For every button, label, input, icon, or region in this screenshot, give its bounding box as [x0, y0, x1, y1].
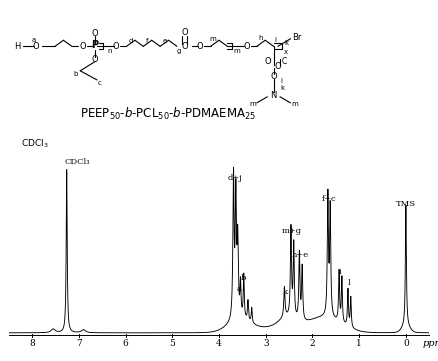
Text: c: c	[97, 80, 101, 86]
Text: k: k	[284, 40, 288, 46]
Text: m: m	[249, 101, 256, 107]
Text: P: P	[92, 40, 99, 50]
Text: h+e: h+e	[292, 251, 309, 259]
Text: 5: 5	[170, 339, 175, 348]
Text: 0: 0	[403, 339, 409, 348]
Text: O: O	[181, 42, 188, 51]
Text: f+c: f+c	[322, 195, 336, 203]
Text: 4: 4	[216, 339, 222, 348]
Text: N: N	[271, 91, 277, 100]
Text: C: C	[282, 57, 287, 66]
Text: 6: 6	[123, 339, 128, 348]
Text: h: h	[259, 35, 263, 41]
Text: x: x	[284, 49, 288, 55]
Text: m: m	[291, 101, 298, 107]
Text: TMS: TMS	[396, 200, 416, 208]
Text: O: O	[270, 73, 277, 82]
Text: O: O	[181, 28, 188, 37]
Text: m+g: m+g	[282, 227, 302, 235]
Text: O: O	[243, 42, 250, 51]
Text: d: d	[128, 38, 133, 44]
Text: 1: 1	[356, 339, 362, 348]
Text: i: i	[275, 37, 277, 43]
Text: O: O	[275, 62, 281, 71]
Text: 8: 8	[29, 339, 35, 348]
Text: g: g	[177, 48, 181, 54]
Text: f: f	[146, 38, 149, 44]
Text: PEEP$_{50}$-$b$-PCL$_{50}$-$b$-PDMAEMA$_{25}$: PEEP$_{50}$-$b$-PCL$_{50}$-$b$-PDMAEMA$_…	[80, 105, 257, 122]
Text: 2: 2	[310, 339, 315, 348]
Text: H: H	[14, 42, 20, 51]
Text: O: O	[33, 42, 39, 51]
Text: CDCl$_3$: CDCl$_3$	[21, 138, 49, 150]
Text: l: l	[347, 279, 350, 287]
Text: 3: 3	[263, 339, 268, 348]
Text: 7: 7	[76, 339, 82, 348]
Text: O: O	[79, 42, 86, 51]
Text: b: b	[74, 71, 78, 77]
Text: O: O	[197, 42, 203, 51]
Text: i: i	[339, 268, 342, 276]
Text: d+j: d+j	[228, 174, 243, 182]
Text: m: m	[209, 36, 216, 42]
Text: i: i	[280, 78, 282, 84]
Text: a: a	[237, 284, 241, 292]
Text: k: k	[280, 85, 284, 91]
Text: n: n	[108, 48, 112, 54]
Text: Br: Br	[293, 33, 302, 42]
Text: O: O	[264, 57, 271, 66]
Text: k: k	[283, 288, 288, 296]
Text: O: O	[92, 29, 98, 38]
Text: O: O	[92, 55, 98, 64]
Text: b: b	[240, 274, 246, 282]
Text: CDCl₃: CDCl₃	[64, 158, 90, 166]
Text: ppm: ppm	[422, 339, 438, 348]
Text: m: m	[234, 48, 240, 54]
Text: a: a	[32, 37, 36, 43]
Text: e: e	[162, 38, 166, 44]
Text: O: O	[113, 42, 119, 51]
